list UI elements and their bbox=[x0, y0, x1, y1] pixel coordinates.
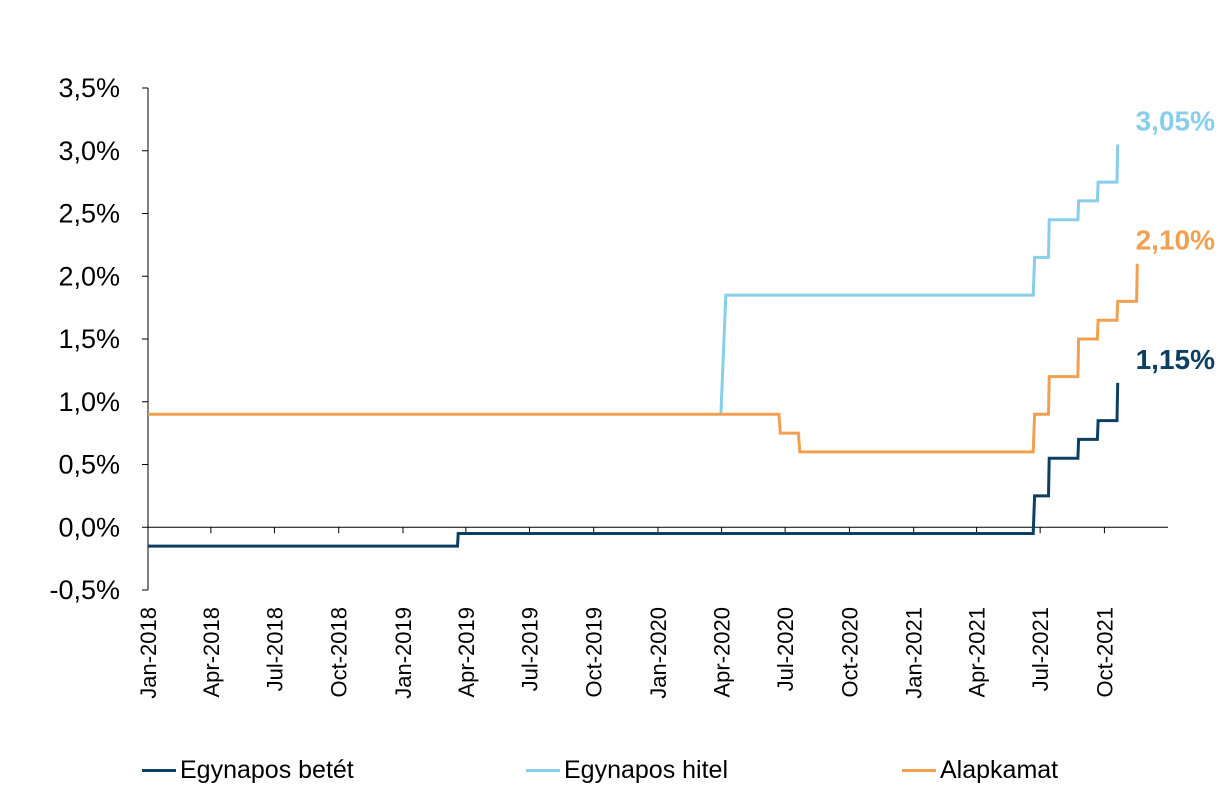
x-tick-label: Apr-2020 bbox=[710, 607, 735, 698]
x-tick-label: Jan-2019 bbox=[391, 607, 416, 699]
y-tick-label: 2,0% bbox=[58, 261, 120, 291]
x-axis: Jan-2018 Apr-2018 Jul-2018 Oct-2018 Jan-2019… bbox=[136, 526, 1168, 699]
x-tick-label: Jan-2020 bbox=[646, 607, 671, 699]
y-tick-label: 1,0% bbox=[58, 387, 120, 417]
x-tick-label: Oct-2020 bbox=[837, 607, 862, 698]
legend-label-hitel: Egynapos hitel bbox=[564, 756, 729, 784]
y-tick-label: 0,5% bbox=[58, 450, 120, 480]
y-tick-label: 0,0% bbox=[58, 512, 120, 542]
end-label-0: 1,15% bbox=[1136, 344, 1215, 375]
x-tick-label: Jul-2021 bbox=[1028, 607, 1053, 691]
legend-swatch-alapkamat bbox=[902, 769, 936, 772]
series-line-0 bbox=[148, 382, 1120, 548]
end-label-1: 3,05% bbox=[1136, 105, 1215, 136]
legend-item-betet: Egynapos betét bbox=[142, 756, 354, 785]
x-tick-label: Apr-2018 bbox=[199, 607, 224, 698]
x-tick-label: Apr-2019 bbox=[454, 607, 479, 698]
y-tick-label: 3,5% bbox=[58, 73, 120, 103]
x-tick-label: Jan-2018 bbox=[136, 607, 161, 699]
legend-item-hitel: Egynapos hitel bbox=[526, 756, 728, 785]
series-lines bbox=[148, 144, 1139, 548]
x-tick-label: Jan-2021 bbox=[902, 607, 927, 699]
legend: Egynapos betét Egynapos hitel Alapkamat bbox=[0, 756, 1219, 790]
end-labels: 1,15% 3,05% 2,10% bbox=[1136, 105, 1215, 374]
legend-label-betet: Egynapos betét bbox=[180, 756, 354, 784]
y-tick-label: 1,5% bbox=[58, 324, 120, 354]
y-axis: -0,5% 0,0% 0,5% 1,0% 1,5% 2,0% 2,5% 3,0% 3,5% bbox=[49, 73, 149, 605]
x-tick-label: Oct-2018 bbox=[327, 607, 352, 698]
end-label-2: 2,10% bbox=[1136, 225, 1215, 256]
series-line-2 bbox=[148, 263, 1139, 454]
x-tick-label: Jul-2020 bbox=[773, 607, 798, 691]
x-tick-label: Jul-2018 bbox=[262, 607, 287, 691]
legend-swatch-betet bbox=[142, 769, 176, 772]
x-tick-label: Oct-2019 bbox=[582, 607, 607, 698]
y-tick-label: 3,0% bbox=[58, 136, 120, 166]
series-line-1 bbox=[719, 144, 1120, 415]
x-tick-label: Oct-2021 bbox=[1092, 607, 1117, 698]
x-tick-label: Apr-2021 bbox=[965, 607, 990, 698]
legend-label-alapkamat: Alapkamat bbox=[940, 756, 1059, 784]
x-tick-label: Jul-2019 bbox=[517, 607, 542, 691]
legend-item-alapkamat: Alapkamat bbox=[902, 756, 1058, 785]
y-tick-label: -0,5% bbox=[49, 575, 120, 605]
y-tick-label: 2,5% bbox=[58, 199, 120, 229]
legend-swatch-hitel bbox=[526, 769, 560, 772]
